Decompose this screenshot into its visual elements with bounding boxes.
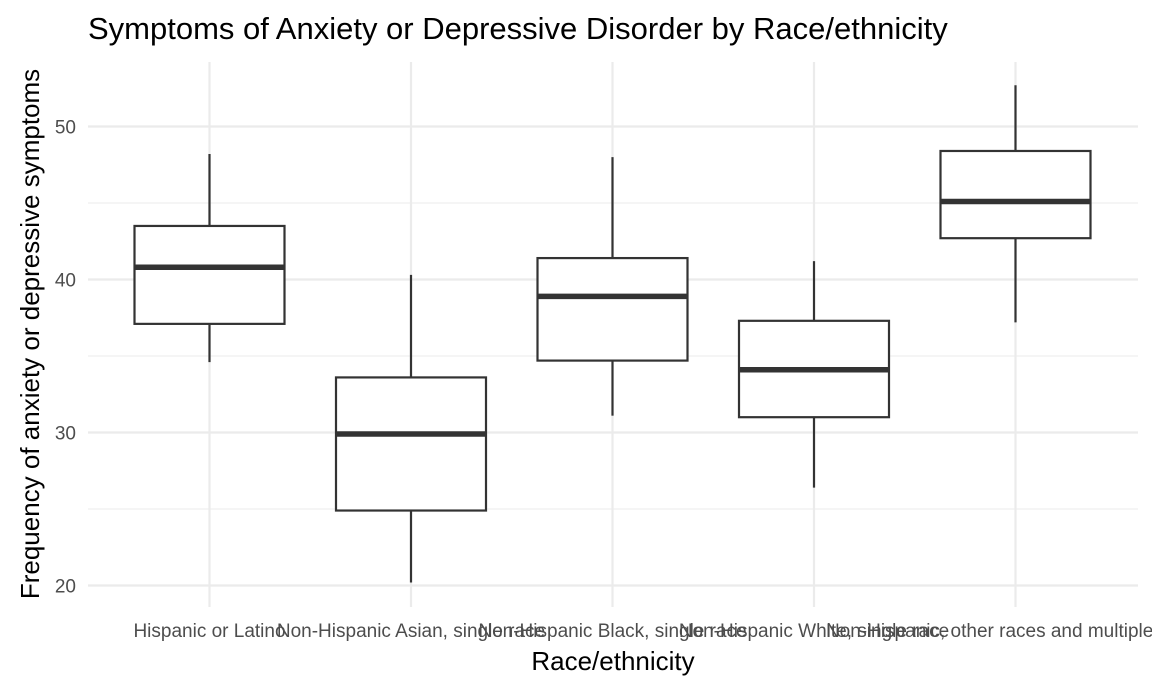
box-5 — [939, 85, 1092, 323]
y-tick-labels: 20 30 40 50 — [55, 118, 76, 598]
y-tick-label: 50 — [55, 118, 76, 139]
x-axis-title: Race/ethnicity — [531, 646, 694, 676]
x-tick-label: Non-Hispanic, other races and multiple r… — [826, 621, 1152, 642]
iqr-box — [133, 224, 286, 325]
y-axis-title: Frequency of anxiety or depressive sympt… — [15, 69, 45, 599]
x-tick-label: Hispanic or Latino — [133, 621, 285, 642]
y-tick-label: 20 — [55, 577, 76, 598]
iqr-box — [334, 376, 488, 512]
y-tick-label: 30 — [55, 424, 76, 445]
x-tick-label: Non-Hispanic Black, single race — [478, 621, 746, 642]
iqr-box — [939, 149, 1092, 240]
x-tick-label: Non-Hispanic White, single race — [679, 621, 949, 642]
box-4 — [737, 261, 891, 488]
box-3 — [536, 157, 689, 416]
chart-title: Symptoms of Anxiety or Depressive Disord… — [88, 11, 948, 46]
box-series — [133, 85, 1092, 583]
x-tick-label: Non-Hispanic Asian, single race — [277, 621, 545, 642]
iqr-box — [536, 256, 689, 362]
box-1 — [133, 154, 286, 363]
box-2 — [334, 274, 488, 583]
y-tick-label: 40 — [55, 271, 76, 292]
